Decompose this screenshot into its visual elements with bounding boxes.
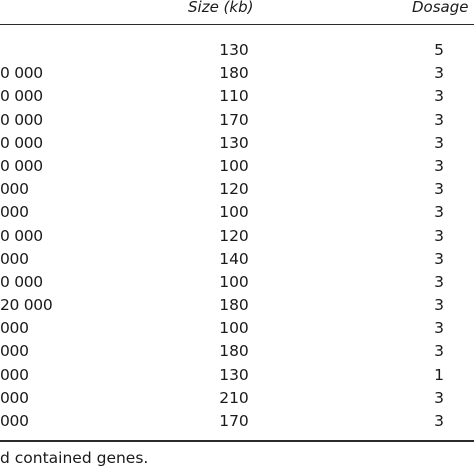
table-row: 20 000 180 3 bbox=[0, 294, 474, 317]
table-row: 130 5 bbox=[0, 39, 474, 62]
table-row: 000 210 3 bbox=[0, 387, 474, 410]
region-cell: 000 bbox=[0, 412, 29, 430]
table-row: 0 000 170 3 bbox=[0, 109, 474, 132]
dosage-cell: 3 bbox=[434, 412, 444, 430]
region-cell: 0 000 bbox=[0, 272, 43, 291]
table-row: 000 100 3 bbox=[0, 201, 474, 224]
size-cell: 100 bbox=[219, 156, 249, 175]
region-cell: 0 000 bbox=[0, 110, 43, 129]
header-divider bbox=[0, 24, 474, 25]
table-row: 000 140 3 bbox=[0, 248, 474, 271]
table-bottom-rule bbox=[0, 440, 474, 442]
dosage-cell: 3 bbox=[434, 203, 444, 222]
region-cell: 000 bbox=[0, 365, 29, 384]
table-row: 0 000 180 3 bbox=[0, 62, 474, 85]
size-cell: 180 bbox=[219, 296, 249, 315]
dosage-cell: 3 bbox=[434, 342, 444, 361]
dosage-cell: 3 bbox=[434, 180, 444, 199]
table-row: 000 170 3 bbox=[0, 410, 474, 433]
table-row: 000 130 1 bbox=[0, 364, 474, 387]
region-cell: 000 bbox=[0, 180, 29, 199]
size-cell: 210 bbox=[219, 388, 249, 407]
dosage-cell: 3 bbox=[434, 226, 444, 245]
dosage-cell: 3 bbox=[434, 249, 444, 268]
region-cell: 000 bbox=[0, 319, 29, 338]
region-cell: 000 bbox=[0, 203, 29, 222]
size-cell: 140 bbox=[219, 249, 249, 268]
size-cell: 100 bbox=[219, 319, 249, 338]
column-header-dosage: Dosage bbox=[412, 0, 469, 16]
size-cell: 130 bbox=[219, 41, 249, 59]
table-row: 000 180 3 bbox=[0, 340, 474, 363]
region-cell: 0 000 bbox=[0, 64, 43, 83]
table-footnote: d contained genes. bbox=[0, 449, 149, 467]
table-row: 0 000 100 3 bbox=[0, 271, 474, 294]
table-row: 0 000 100 3 bbox=[0, 155, 474, 178]
table-row: 0 000 120 3 bbox=[0, 225, 474, 248]
region-cell: 0 000 bbox=[0, 87, 43, 106]
region-cell: 0 000 bbox=[0, 226, 43, 245]
table-body: 130 5 0 000 180 3 0 000 110 3 0 000 170 3 0 000 130 3… bbox=[0, 39, 474, 433]
dosage-cell: 5 bbox=[434, 41, 444, 59]
dosage-cell: 3 bbox=[434, 156, 444, 175]
region-cell: 20 000 bbox=[0, 296, 53, 315]
dosage-cell: 3 bbox=[434, 296, 444, 315]
table-row: 000 100 3 bbox=[0, 317, 474, 340]
dosage-cell: 3 bbox=[434, 110, 444, 129]
size-cell: 110 bbox=[219, 87, 249, 106]
size-cell: 100 bbox=[219, 272, 249, 291]
table-row: 000 120 3 bbox=[0, 178, 474, 201]
size-cell: 180 bbox=[219, 342, 249, 361]
region-cell: 0 000 bbox=[0, 133, 43, 152]
size-cell: 120 bbox=[219, 180, 249, 199]
size-cell: 100 bbox=[219, 203, 249, 222]
size-cell: 170 bbox=[219, 110, 249, 129]
dosage-cell: 3 bbox=[434, 272, 444, 291]
region-cell: 0 000 bbox=[0, 156, 43, 175]
region-cell: 000 bbox=[0, 249, 29, 268]
table-header: Size (kb) Dosage bbox=[0, 0, 474, 20]
region-cell: 000 bbox=[0, 342, 29, 361]
dosage-cell: 3 bbox=[434, 87, 444, 106]
size-cell: 170 bbox=[219, 412, 249, 430]
column-header-size: Size (kb) bbox=[188, 0, 254, 16]
size-cell: 120 bbox=[219, 226, 249, 245]
dosage-cell: 3 bbox=[434, 64, 444, 83]
table-row: 0 000 110 3 bbox=[0, 85, 474, 108]
size-cell: 130 bbox=[219, 133, 249, 152]
dosage-cell: 3 bbox=[434, 388, 444, 407]
dosage-cell: 3 bbox=[434, 319, 444, 338]
size-cell: 180 bbox=[219, 64, 249, 83]
size-cell: 130 bbox=[219, 365, 249, 384]
dosage-cell: 3 bbox=[434, 133, 444, 152]
dosage-cell: 1 bbox=[434, 365, 444, 384]
region-cell: 000 bbox=[0, 388, 29, 407]
table-row: 0 000 130 3 bbox=[0, 132, 474, 155]
